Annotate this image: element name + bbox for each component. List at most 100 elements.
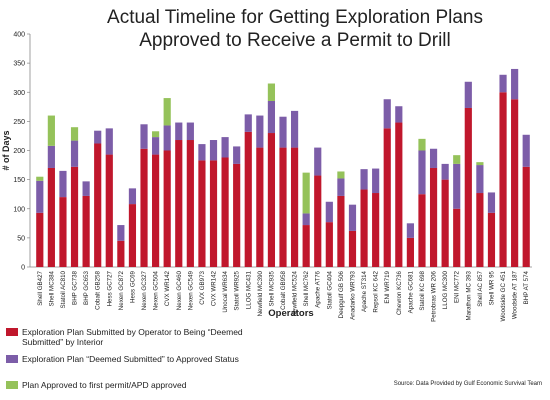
bar-segment-series-3 — [163, 98, 171, 126]
y-tick-label: 350 — [13, 61, 25, 68]
bar-segment-series-1 — [267, 133, 276, 267]
bar-segment-series-2 — [36, 180, 44, 213]
bar-segment-series-1 — [441, 179, 449, 267]
bar-segment-series-2 — [302, 213, 310, 226]
bar-segment-series-1 — [476, 193, 484, 267]
bar-segment-series-2 — [499, 74, 507, 93]
x-tick-label: Woodside GC 451 — [500, 270, 507, 321]
x-tick-label: Shell MC935 — [268, 270, 275, 306]
bar-segment-series-2 — [140, 124, 148, 149]
bar-segment-series-2 — [209, 140, 218, 161]
bar-segment-series-2 — [476, 165, 484, 194]
bar-segment-series-3 — [476, 162, 484, 166]
bar-segment-series-1 — [128, 204, 137, 267]
bar-segment-series-2 — [464, 81, 472, 108]
bar-segment-series-3 — [453, 155, 461, 164]
bar-segment-series-2 — [314, 147, 322, 176]
bar-segment-series-2 — [105, 128, 113, 155]
x-tick-label: Petrobras WR 206 — [431, 270, 438, 321]
bar-segment-series-1 — [499, 92, 507, 267]
legend-label-2: Exploration Plan “Deemed Submitted” to A… — [22, 354, 239, 364]
bar-segment-series-1 — [429, 167, 438, 267]
bar-segment-series-1 — [186, 140, 194, 267]
bar-segment-series-1 — [418, 194, 426, 267]
bar-segment-series-1 — [511, 99, 519, 268]
bar-segment-series-2 — [163, 125, 171, 151]
bar-segment-series-2 — [406, 223, 414, 238]
x-tick-label: Hess GC727 — [106, 270, 113, 306]
x-tick-label: Cobalt GB958 — [280, 270, 287, 309]
legend-swatch-3 — [6, 381, 18, 389]
bar-segment-series-1 — [70, 166, 79, 267]
bar-segment-series-2 — [70, 140, 79, 167]
bar-segment-series-1 — [105, 154, 113, 267]
bar-segment-series-2 — [186, 122, 194, 141]
bar-segment-series-2 — [152, 137, 160, 155]
y-tick-label: 300 — [13, 90, 25, 97]
x-tick-label: Statoil GC404 — [326, 270, 333, 309]
y-tick-label: 100 — [13, 206, 25, 213]
x-tick-label: Newfield MC390 — [257, 270, 264, 316]
x-tick-label: Apache ST314 — [361, 270, 368, 311]
bar-segment-series-3 — [418, 138, 426, 151]
y-tick-label: 400 — [13, 32, 25, 39]
x-tick-label: Statoil KC 698 — [419, 270, 426, 310]
bar-segment-series-1 — [464, 107, 472, 267]
bar-segment-series-1 — [302, 225, 310, 267]
bar-segment-series-3 — [302, 172, 310, 214]
bar-segment-series-2 — [94, 130, 102, 144]
x-tick-label: Nexen GC872 — [118, 270, 125, 310]
bar-segment-series-1 — [487, 212, 496, 267]
bar-segment-series-2 — [372, 168, 380, 194]
bar-segment-series-1 — [175, 140, 183, 267]
chart-title-line-2: Approved to Receive a Permit to Drill — [139, 30, 451, 51]
bar-segment-series-2 — [233, 146, 241, 164]
bar-segment-series-2 — [47, 145, 55, 168]
x-tick-label: Hess GC69 — [129, 270, 136, 303]
x-tick-label: ENI MC772 — [454, 270, 461, 303]
bar-segment-series-2 — [256, 115, 264, 148]
bar-segment-series-2 — [418, 150, 426, 195]
bar-segment-series-3 — [267, 83, 276, 101]
bar-segment-series-3 — [47, 115, 55, 146]
bar-segment-series-1 — [395, 122, 403, 267]
bar-segment-series-2 — [487, 192, 496, 213]
bar-segment-series-1 — [198, 160, 206, 267]
legend-label-3: Plan Approved to first permit/APD approv… — [22, 380, 187, 390]
x-tick-label: BHP GC653 — [83, 270, 90, 304]
legend-swatch-1 — [6, 328, 18, 336]
bar-segment-series-1 — [337, 195, 345, 267]
bar-segment-series-1 — [290, 147, 299, 267]
x-tick-label: CVX WR142 — [164, 270, 171, 306]
x-tick-label: BHP AT 574 — [523, 270, 530, 304]
bar-segment-series-2 — [325, 201, 333, 223]
bar-segment-series-1 — [406, 237, 414, 267]
bar-segment-series-2 — [128, 188, 137, 205]
bar-segment-series-1 — [244, 131, 252, 267]
bar-segment-series-2 — [198, 144, 206, 161]
bar-segment-series-1 — [209, 160, 218, 267]
chart-title-line-1: Actual Timeline for Getting Exploration … — [107, 7, 483, 28]
bar-segment-series-2 — [117, 225, 125, 241]
bar-segment-series-2 — [453, 163, 461, 209]
legend-swatch-2 — [6, 355, 18, 363]
x-tick-label: Nexen GC460 — [176, 270, 183, 310]
x-tick-label: Nexen GC327 — [141, 270, 148, 310]
bar-segment-series-1 — [117, 240, 125, 267]
bar-segment-series-2 — [522, 134, 530, 167]
y-tick-label: 200 — [13, 148, 25, 155]
x-tick-label: Repsol KC 642 — [373, 270, 380, 312]
bar-segment-series-1 — [221, 157, 229, 267]
bar-segment-series-2 — [82, 181, 90, 196]
bar-segment-series-1 — [348, 230, 357, 267]
source-note: Source: Data Provided by Gulf Economic S… — [393, 381, 542, 387]
bar-segment-series-1 — [233, 163, 241, 267]
x-tick-label: Shell WR 95 — [488, 270, 495, 305]
x-tick-label: LLOG MC300 — [442, 270, 449, 309]
bar-segment-series-3 — [70, 127, 79, 141]
bar-segment-series-1 — [360, 189, 368, 267]
bar-segment-series-1 — [47, 167, 55, 267]
x-tick-label: Newfield MC524 — [292, 270, 299, 316]
x-tick-label: Woodside AT 187 — [512, 270, 519, 319]
bar-segment-series-2 — [267, 100, 276, 134]
